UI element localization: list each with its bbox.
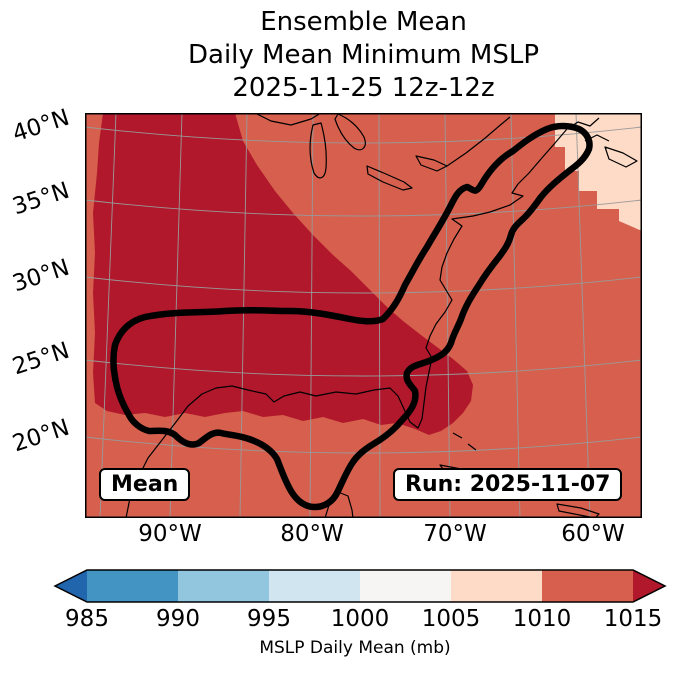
- cb-tick-1010: 1010: [512, 606, 572, 632]
- lat-tick-25n: 25°N: [9, 337, 73, 381]
- lat-tick-20n: 20°N: [9, 414, 73, 458]
- title-line-2: Daily Mean Minimum MSLP: [187, 40, 539, 70]
- colorbar-over-arrow: [633, 570, 665, 602]
- cb-tick-1005: 1005: [421, 606, 481, 632]
- cb-tick-990: 990: [156, 606, 200, 632]
- figure-title: Ensemble Mean Daily Mean Minimum MSLP 20…: [85, 6, 642, 105]
- high-pressure-region: [93, 113, 473, 435]
- colorbar: [53, 569, 667, 603]
- lat-tick-35n: 35°N: [9, 177, 73, 221]
- colorbar-cell-995-1000: [269, 570, 360, 602]
- map-border: [85, 113, 642, 518]
- map-canvas: [85, 113, 642, 518]
- run-annotation-label: Run: 2025-11-07: [405, 472, 611, 497]
- colorbar-cell-1005-1010: [451, 570, 542, 602]
- colorbar-cell-985-990: [87, 570, 178, 602]
- title-line-3: 2025-11-25 12z-12z: [232, 73, 495, 103]
- colorbar-cell-1000-1005: [360, 570, 451, 602]
- lat-tick-30n: 30°N: [9, 254, 73, 298]
- lon-tick-90w: 90°W: [138, 521, 202, 547]
- cb-tick-1015: 1015: [603, 606, 663, 632]
- title-line-1: Ensemble Mean: [260, 7, 467, 37]
- mean-annotation-label: Mean: [111, 472, 179, 497]
- colorbar-axis-label: MSLP Daily Mean (mb): [259, 638, 451, 658]
- colorbar-cell-1010-1015: [542, 570, 633, 602]
- cb-tick-985: 985: [65, 606, 109, 632]
- ensemble-contour: [110, 122, 593, 511]
- cb-tick-1000: 1000: [330, 606, 390, 632]
- lon-tick-60w: 60°W: [561, 521, 625, 547]
- colorbar-under-arrow: [55, 570, 87, 602]
- lon-tick-70w: 70°W: [423, 521, 487, 547]
- colorbar-cell-990-995: [178, 570, 269, 602]
- lat-tick-40n: 40°N: [9, 104, 73, 148]
- colorbar-outline: [53, 569, 667, 603]
- run-annotation-box: Run: 2025-11-07: [393, 468, 623, 501]
- mean-annotation-box: Mean: [99, 468, 191, 501]
- cb-tick-995: 995: [247, 606, 291, 632]
- lon-tick-80w: 80°W: [280, 521, 344, 547]
